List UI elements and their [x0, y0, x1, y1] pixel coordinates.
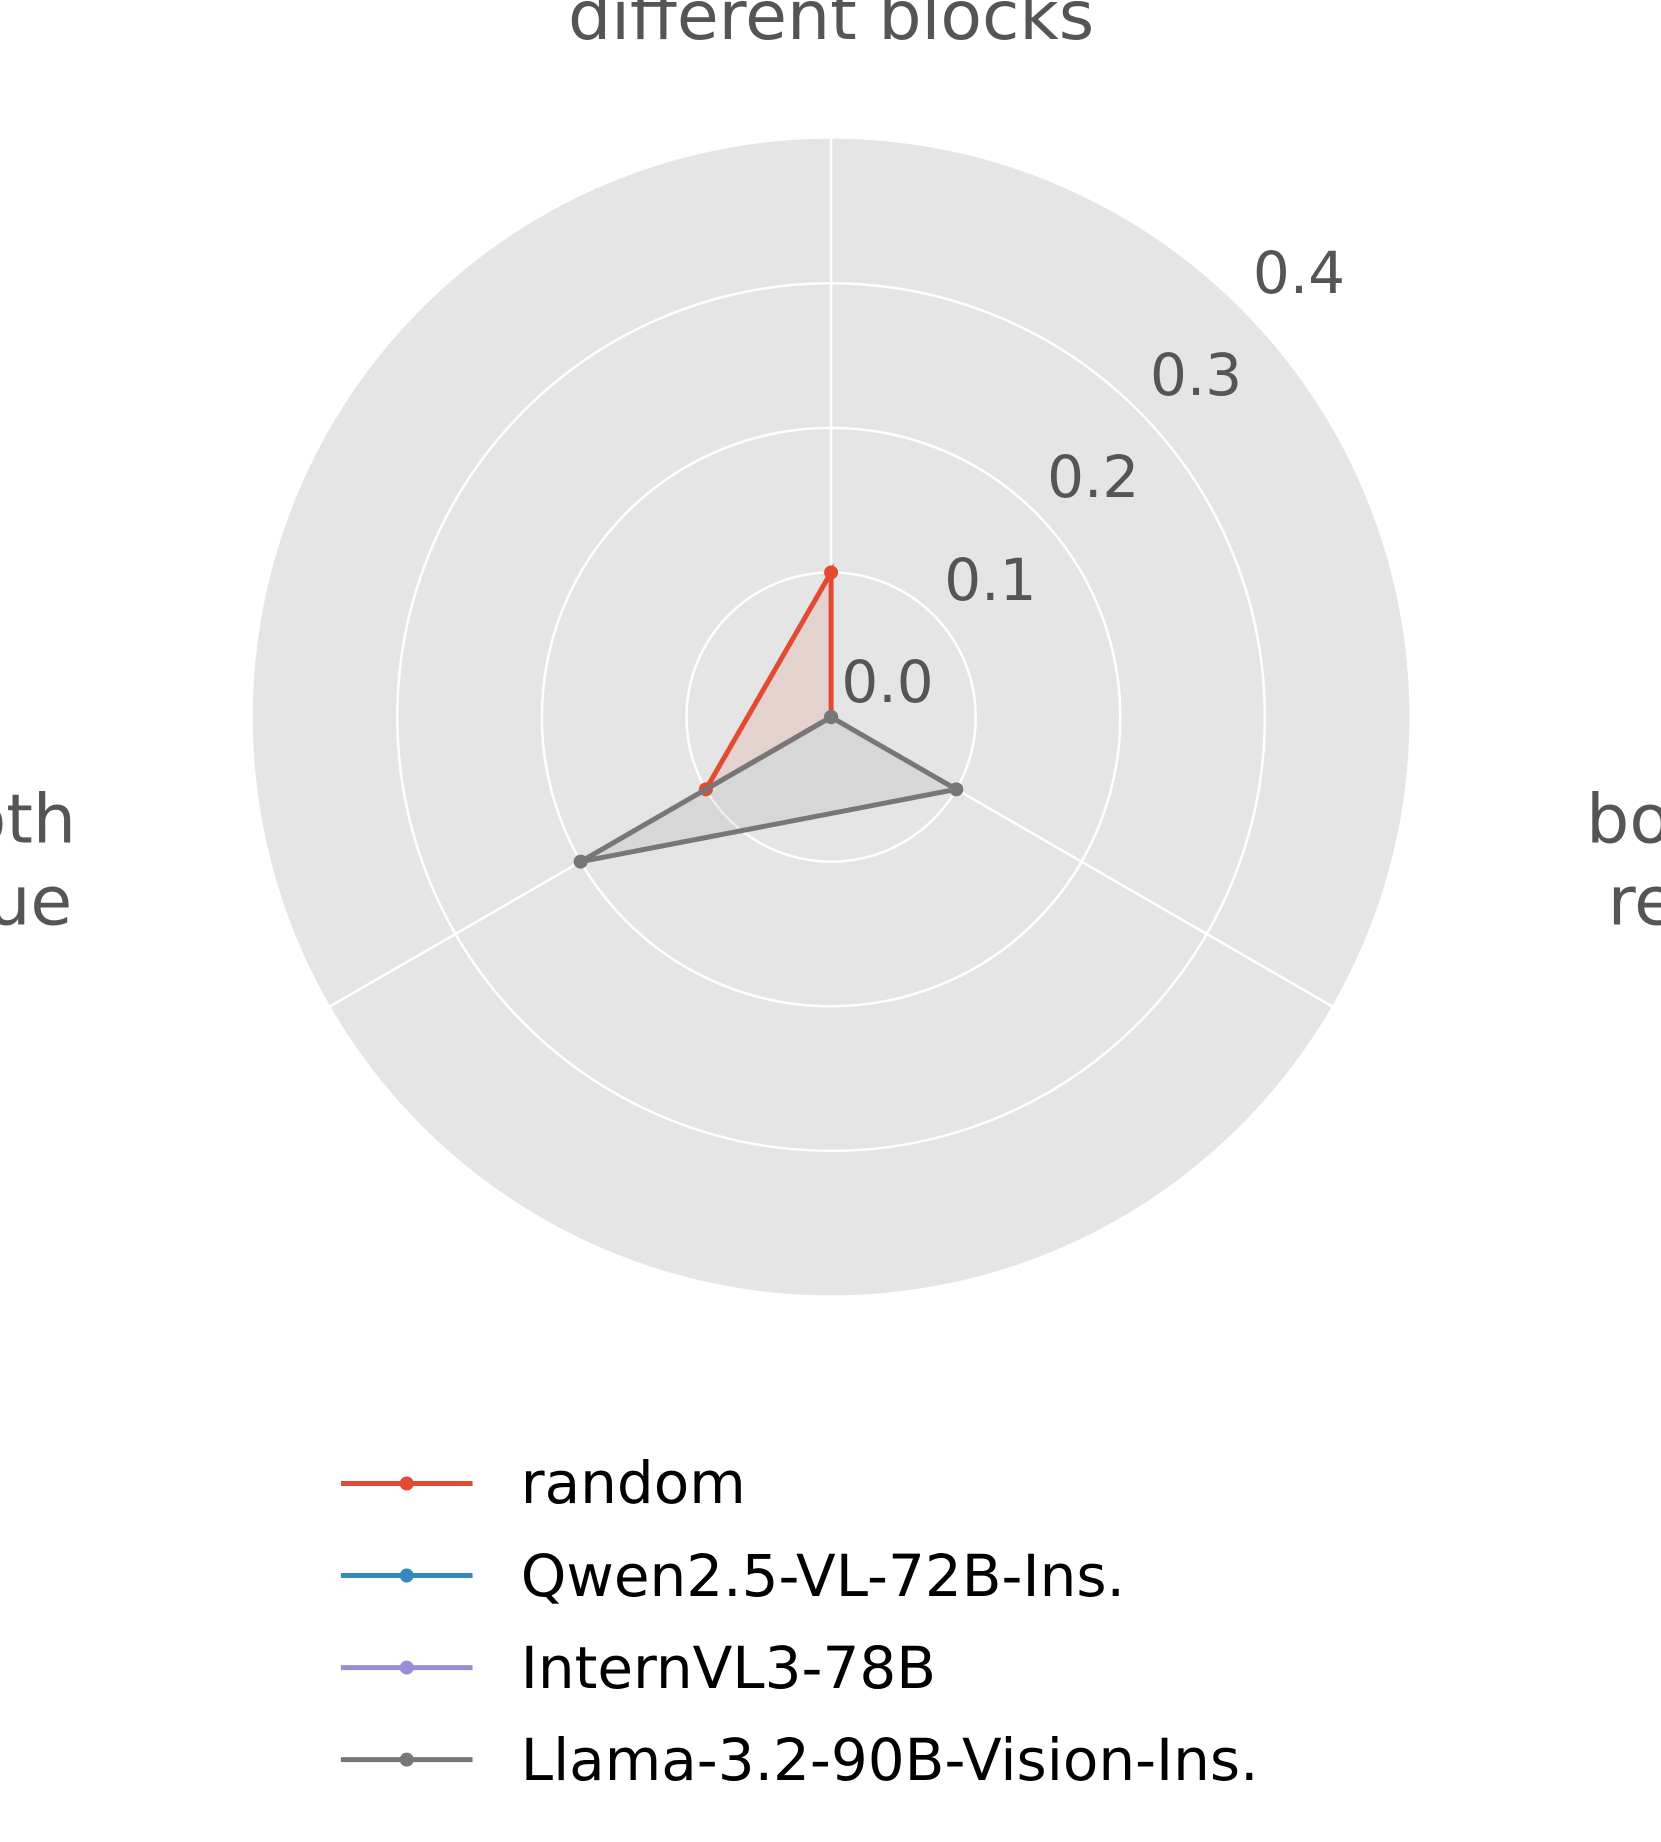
series-point [573, 854, 588, 869]
legend-label: Llama-3.2-90B-Vision-Ins. [520, 1725, 1259, 1794]
category-label: different blocks [567, 0, 1095, 57]
series-point [824, 710, 839, 725]
r-tick-label: 0.4 [1252, 238, 1346, 307]
r-tick-label: 0.1 [944, 545, 1037, 614]
legend-marker [399, 1568, 414, 1583]
legend-marker [399, 1660, 414, 1675]
series-point [949, 782, 964, 797]
series-line [579, 714, 964, 865]
legend-marker [399, 1476, 414, 1491]
r-tick-label: 0.3 [1149, 340, 1243, 409]
legend-marker [399, 1752, 414, 1767]
category-label: both red [1586, 780, 1661, 942]
r-tick-label: 0.0 [841, 647, 934, 716]
category-label: both blue [0, 780, 77, 942]
series-point [824, 565, 839, 580]
legend-label: InternVL3-78B [520, 1633, 937, 1702]
series-area [580, 717, 957, 862]
r-tick-label: 0.2 [1047, 443, 1140, 512]
legend-label: random [520, 1449, 746, 1518]
legend-label: Qwen2.5-VL-72B-Ins. [520, 1541, 1125, 1610]
